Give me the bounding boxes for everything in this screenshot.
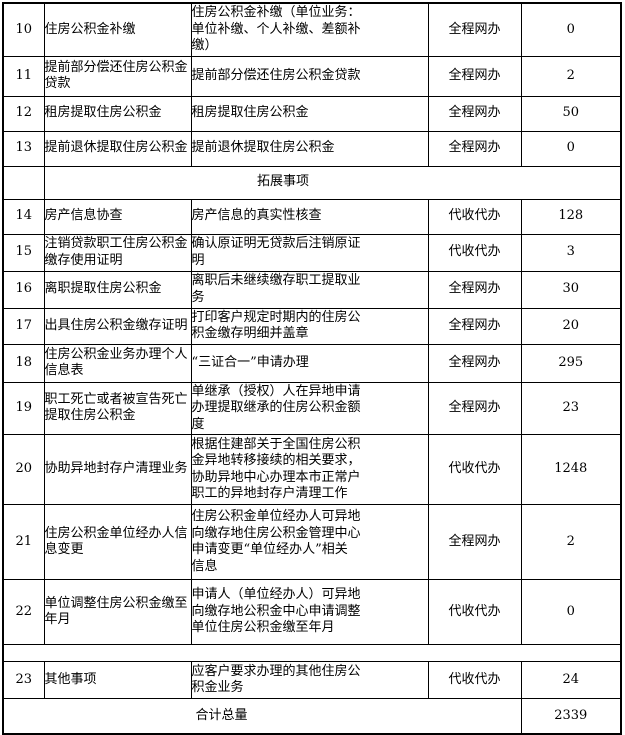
desc-cell: 提前退休提取住房公积金 (190, 130, 429, 167)
mode-cell: 全程网办 (427, 504, 522, 580)
table-row: 23 其他事项 应客户要求办理的其他住房公 积金业务 代收代办 24 (2, 661, 622, 699)
count-cell: 295 (520, 343, 622, 383)
desc-cell: 租房提取住房公积金 (190, 95, 429, 132)
mode-cell: 全程网办 (427, 307, 522, 345)
desc-cell: 房产信息的真实性核查 (190, 198, 429, 235)
seq-cell: 20 (2, 434, 45, 505)
mode-cell: 全程网办 (427, 343, 522, 383)
desc-cell: 打印客户规定时期内的住房公 积金缴存明细并盖章 (190, 307, 429, 345)
table-row: 18 住房公积金业务办理个人 信息表 “三证合一”申请办理 全程网办 295 (2, 343, 622, 383)
count-cell: 0 (520, 130, 622, 167)
desc-cell: 住房公积金补缴（单位业务： 单位补缴、个人补缴、差额补 缴） (190, 2, 429, 57)
table-row: 20 协助异地封存户清理业务 根据住建部关于全国住房公积 金异地转移接续的相关要求，… (2, 434, 622, 505)
desc-cell: 离职后未继续缴存职工提取业 务 (190, 270, 429, 309)
desc-cell: 根据住建部关于全国住房公积 金异地转移接续的相关要求， 协助异地中心办理本市正常… (190, 434, 429, 505)
table-row: 19 职工死亡或者被宣告死亡 提取住房公积金 单继承（授权）人在异地申请 办理提取继… (2, 381, 622, 435)
name-cell: 住房公积金单位经办人信 息变更 (43, 504, 192, 580)
count-cell: 50 (520, 95, 622, 132)
section-header-cell: 拓展事项 (43, 165, 622, 200)
desc-cell: 确认原证明无贷款后注销原证 明 (190, 233, 429, 272)
count-cell: 2 (520, 55, 622, 97)
table-row: 17 出具住房公积金缴存证明 打印客户规定时期内的住房公 积金缴存明细并盖章 全程网办… (2, 307, 622, 345)
seq-cell: 21 (2, 504, 45, 580)
mode-cell: 代收代办 (427, 198, 522, 235)
seq-cell: 23 (2, 661, 45, 699)
count-cell: 30 (520, 270, 622, 309)
count-cell: 128 (520, 198, 622, 235)
table-row: 21 住房公积金单位经办人信 息变更 住房公积金单位经办人可异地 向缴存地住房公积金… (2, 504, 622, 580)
desc-cell: 住房公积金单位经办人可异地 向缴存地住房公积金管理中心 申请变更“单位经办人”相… (190, 504, 429, 580)
seq-cell-empty (2, 165, 45, 200)
name-cell: 提前部分偿还住房公积金 贷款 (43, 55, 192, 97)
count-cell: 3 (520, 233, 622, 272)
total-row: 合计总量 2339 (2, 698, 622, 734)
mode-cell: 代收代办 (427, 233, 522, 272)
mode-cell: 全程网办 (427, 130, 522, 167)
count-cell: 24 (520, 661, 622, 699)
total-label-cell: 合计总量 (2, 698, 522, 734)
desc-cell: 申请人（单位经办人）可异地 向缴存地公积金中心申请调整 单位住房公积金缴至年月 (190, 579, 429, 645)
total-label-cell-label: 合计总量 (195, 707, 248, 723)
count-cell: 20 (520, 307, 622, 345)
name-cell: 离职提取住房公积金 (43, 270, 192, 309)
count-cell: 0 (520, 2, 622, 57)
table-row: 12 租房提取住房公积金 租房提取住房公积金 全程网办 50 (2, 95, 622, 132)
mode-cell: 代收代办 (427, 434, 522, 505)
count-cell: 2 (520, 504, 622, 580)
count-cell: 23 (520, 381, 622, 435)
name-cell: 职工死亡或者被宣告死亡 提取住房公积金 (43, 381, 192, 435)
seq-cell: 15 (2, 233, 45, 272)
desc-cell: 应客户要求办理的其他住房公 积金业务 (190, 661, 429, 699)
mode-cell: 全程网办 (427, 381, 522, 435)
seq-cell: 14 (2, 198, 45, 235)
mode-cell: 全程网办 (427, 55, 522, 97)
mode-cell: 代收代办 (427, 661, 522, 699)
name-cell: 租房提取住房公积金 (43, 95, 192, 132)
name-cell: 单位调整住房公积金缴至 年月 (43, 579, 192, 645)
section-header-row: 拓展事项 (2, 165, 622, 200)
seq-cell: 13 (2, 130, 45, 167)
name-cell: 住房公积金补缴 (43, 2, 192, 57)
seq-cell: 22 (2, 579, 45, 645)
mode-cell: 全程网办 (427, 270, 522, 309)
desc-cell: 提前部分偿还住房公积金贷款 (190, 55, 429, 97)
table-row: 11 提前部分偿还住房公积金 贷款 提前部分偿还住房公积金贷款 全程网办 2 (2, 55, 622, 97)
seq-cell: 16 (2, 270, 45, 309)
spacer-row (2, 644, 622, 662)
name-cell: 协助异地封存户清理业务 (43, 434, 192, 505)
table-row: 13 提前退休提取住房公积金 提前退休提取住房公积金 全程网办 0 (2, 130, 622, 167)
seq-cell: 11 (2, 55, 45, 97)
seq-cell: 19 (2, 381, 45, 435)
spacer-cell (2, 644, 622, 662)
desc-cell: “三证合一”申请办理 (190, 343, 429, 383)
section-header-cell-label: 拓展事项 (256, 174, 309, 190)
total-count-cell: 2339 (520, 698, 622, 734)
name-cell: 住房公积金业务办理个人 信息表 (43, 343, 192, 383)
name-cell: 出具住房公积金缴存证明 (43, 307, 192, 345)
seq-cell: 17 (2, 307, 45, 345)
count-cell: 1248 (520, 434, 622, 505)
table-row: 16 离职提取住房公积金 离职后未继续缴存职工提取业 务全程网办 30 (2, 270, 622, 309)
seq-cell: 10 (2, 2, 45, 57)
desc-cell: 单继承（授权）人在异地申请 办理提取继承的住房公积金额 度 (190, 381, 429, 435)
seq-cell: 12 (2, 95, 45, 132)
seq-cell: 18 (2, 343, 45, 383)
name-cell: 注销贷款职工住房公积金 缴存使用证明 (43, 233, 192, 272)
name-cell: 房产信息协查 (43, 198, 192, 235)
name-cell: 提前退休提取住房公积金 (43, 130, 192, 167)
count-cell: 0 (520, 579, 622, 645)
table-row: 10 住房公积金补缴 住房公积金补缴（单位业务： 单位补缴、个人补缴、差额补 缴）全… (2, 2, 622, 57)
mode-cell: 全程网办 (427, 2, 522, 57)
name-cell: 其他事项 (43, 661, 192, 699)
table-row: 14 房产信息协查 房产信息的真实性核查 代收代办 128 (2, 198, 622, 235)
table-row: 15 注销贷款职工住房公积金 缴存使用证明 确认原证明无贷款后注销原证 明代收代办 3 (2, 233, 622, 272)
mode-cell: 代收代办 (427, 579, 522, 645)
table-row: 22 单位调整住房公积金缴至 年月 申请人（单位经办人）可异地 向缴存地公积金中心申… (2, 579, 622, 645)
mode-cell: 全程网办 (427, 95, 522, 132)
